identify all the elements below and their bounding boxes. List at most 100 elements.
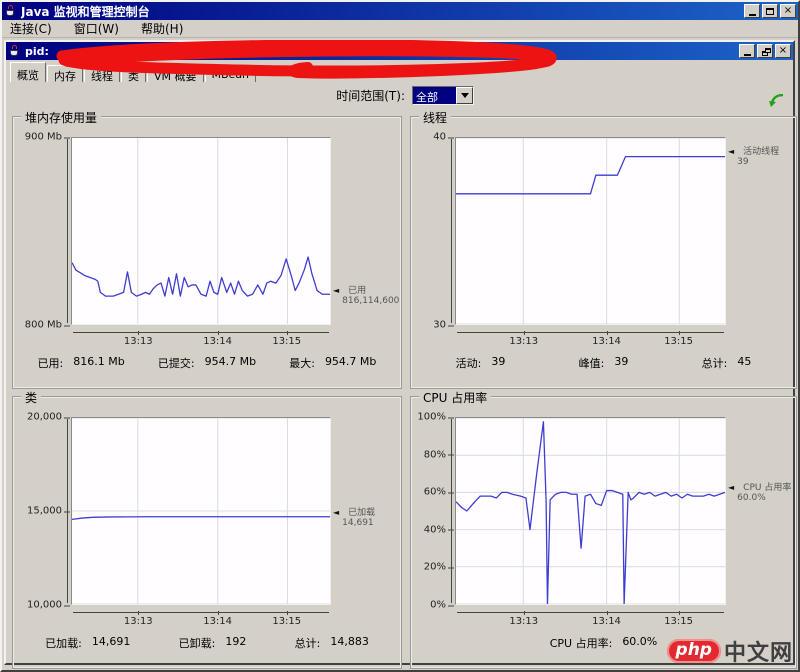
x-axis-tick-label: 13:14 [592, 616, 621, 627]
x-axis-tick-mark [217, 331, 219, 335]
chart-legend: ◄ 活动线程 39 [726, 137, 792, 325]
minimize-button[interactable] [744, 4, 760, 18]
legend-series-name: 已用 [348, 285, 367, 296]
y-axis-tick-label: 20% [423, 561, 455, 573]
java-cup-icon [8, 44, 21, 58]
threads-chart [455, 137, 726, 325]
x-axis: 13:13 13:14 13:15 [457, 609, 724, 629]
window-title: Java 监视和管理控制台 [21, 4, 150, 19]
y-axis-tick-label: 60% [423, 486, 455, 498]
stats-row: 已用: 816.1 Mb 已提交: 954.7 Mb 最大: 954.7 Mb [21, 355, 393, 371]
stat-item: 最大: 954.7 Mb [289, 355, 377, 370]
y-axis: 20,000 15,000 10,000 [17, 412, 71, 611]
maximize-button[interactable] [762, 4, 778, 18]
y-axis-tick-label: 100% [417, 411, 454, 423]
panel-title: 类 [21, 389, 42, 406]
inner-close-button[interactable]: × [775, 44, 791, 58]
x-axis-tick-label: 13:14 [592, 336, 621, 347]
x-axis: 13:13 13:14 13:15 [457, 329, 724, 349]
tab-memory[interactable]: 内存 [47, 65, 83, 83]
x-axis-tick-mark [286, 331, 288, 335]
y-axis-tick-label: 40 [433, 131, 454, 143]
heap-memory-panel: 堆内存使用量 900 Mb 800 Mb ◄ 已用 816,114,600 13:1… [12, 109, 402, 389]
y-axis-tick-label: 900 Mb [24, 131, 71, 143]
x-axis-tick-label: 13:13 [123, 336, 153, 347]
stat-item: 总计: 14,883 [294, 635, 369, 650]
maximize-icon [766, 7, 774, 15]
chart-legend: ◄ 已加载 14,691 [331, 417, 397, 605]
tab-mbean[interactable]: MBean [204, 65, 257, 82]
y-axis-tick-label: 80% [423, 449, 455, 461]
x-axis-tick-label: 13:14 [203, 336, 233, 347]
inner-restore-button[interactable] [757, 44, 773, 58]
x-axis-tick-mark [286, 611, 288, 615]
stat-item: 已卸载: 192 [178, 635, 247, 650]
y-axis: 40 30 [415, 132, 455, 331]
x-axis-tick-label: 13:15 [272, 336, 302, 347]
stat-item: 总计: 45 [701, 355, 752, 370]
x-axis-tick-mark [523, 331, 525, 335]
connection-window: pid: × 概览 内存 线程 类 VM 概要 MBean 时间范围(T): 全… [4, 40, 797, 669]
y-axis-tick-label: 40% [423, 524, 455, 536]
threads-panel: 线程 40 30 ◄ 活动线程 39 13:13 13:14 13:15 活动: 39 峰值… [410, 109, 797, 389]
minimize-icon [748, 13, 756, 16]
x-axis-tick-label: 13:13 [123, 616, 153, 627]
x-axis-tick-label: 13:14 [203, 616, 233, 627]
x-axis: 13:13 13:14 13:15 [73, 609, 329, 629]
legend-series-value: 816,114,600 [342, 295, 400, 306]
green-arrow-icon [769, 94, 784, 107]
time-range-row: 时间范围(T): 全部 [6, 86, 474, 105]
time-range-value: 全部 [413, 87, 456, 104]
panel-title: 线程 [419, 109, 452, 126]
y-axis-tick-label: 10,000 [27, 599, 70, 611]
legend-series-value: 39 [737, 156, 749, 167]
menu-window[interactable]: 窗口(W) [73, 22, 119, 36]
java-cup-icon [4, 4, 17, 18]
tab-threads[interactable]: 线程 [84, 65, 120, 83]
classes-chart [71, 417, 331, 605]
x-axis-tick-mark [606, 331, 608, 335]
stats-row: 活动: 39 峰值: 39 总计: 45 [419, 355, 788, 371]
stat-item: CPU 占用率: 60.0% [549, 635, 658, 650]
x-axis: 13:13 13:14 13:15 [73, 329, 329, 349]
cpu-usage-panel: CPU 占用率 100% 80% 60% 40% 20% 0% ◄ CPU 占用率 60.0… [410, 389, 797, 669]
inner-minimize-button[interactable] [739, 44, 755, 58]
chart-legend: ◄ 已用 816,114,600 [331, 137, 400, 325]
tab-classes[interactable]: 类 [121, 65, 146, 83]
y-axis-tick-label: 20,000 [27, 411, 70, 423]
window-titlebar[interactable]: Java 监视和管理控制台 × [2, 2, 798, 20]
chart-legend: ◄ CPU 占用率 60.0% [726, 417, 792, 605]
stats-row: CPU 占用率: 60.0% [419, 635, 788, 651]
x-axis-tick-label: 13:15 [272, 616, 302, 627]
tab-bar: 概览 内存 线程 类 VM 概要 MBean [8, 62, 257, 83]
php-logo: php [666, 639, 721, 663]
close-button[interactable]: × [780, 4, 796, 18]
combo-dropdown-button[interactable] [456, 87, 473, 104]
x-axis-tick-label: 13:15 [664, 616, 694, 627]
legend-series-value: 60.0% [737, 493, 766, 504]
restore-icon [765, 48, 771, 53]
panel-title: CPU 占用率 [419, 389, 492, 406]
chevron-down-icon [460, 93, 469, 98]
tab-vm-summary[interactable]: VM 概要 [147, 65, 204, 83]
close-icon: × [783, 5, 793, 16]
panel-title: 堆内存使用量 [21, 109, 102, 126]
menu-connection[interactable]: 连接(C) [10, 22, 52, 36]
y-axis: 900 Mb 800 Mb [17, 132, 71, 331]
tab-overview[interactable]: 概览 [10, 62, 46, 82]
inner-window-titlebar[interactable]: pid: × [6, 42, 793, 60]
x-axis-tick-label: 13:15 [664, 336, 694, 347]
y-axis-tick-label: 30 [433, 319, 454, 331]
x-axis-tick-mark [138, 331, 140, 335]
stats-row: 已加载: 14,691 已卸载: 192 总计: 14,883 [21, 635, 393, 651]
x-axis-tick-mark [138, 611, 140, 615]
x-axis-tick-label: 13:13 [509, 336, 539, 347]
x-axis-tick-mark [523, 611, 525, 615]
legend-series-value: 14,691 [342, 517, 374, 528]
x-axis-tick-mark [606, 611, 608, 615]
y-axis-tick-label: 15,000 [27, 505, 70, 517]
x-axis-tick-label: 13:13 [509, 616, 539, 627]
classes-panel: 类 20,000 15,000 10,000 ◄ 已加载 14,691 13:13 13… [12, 389, 402, 669]
time-range-select[interactable]: 全部 [412, 86, 474, 105]
menu-help[interactable]: 帮助(H) [140, 22, 184, 36]
